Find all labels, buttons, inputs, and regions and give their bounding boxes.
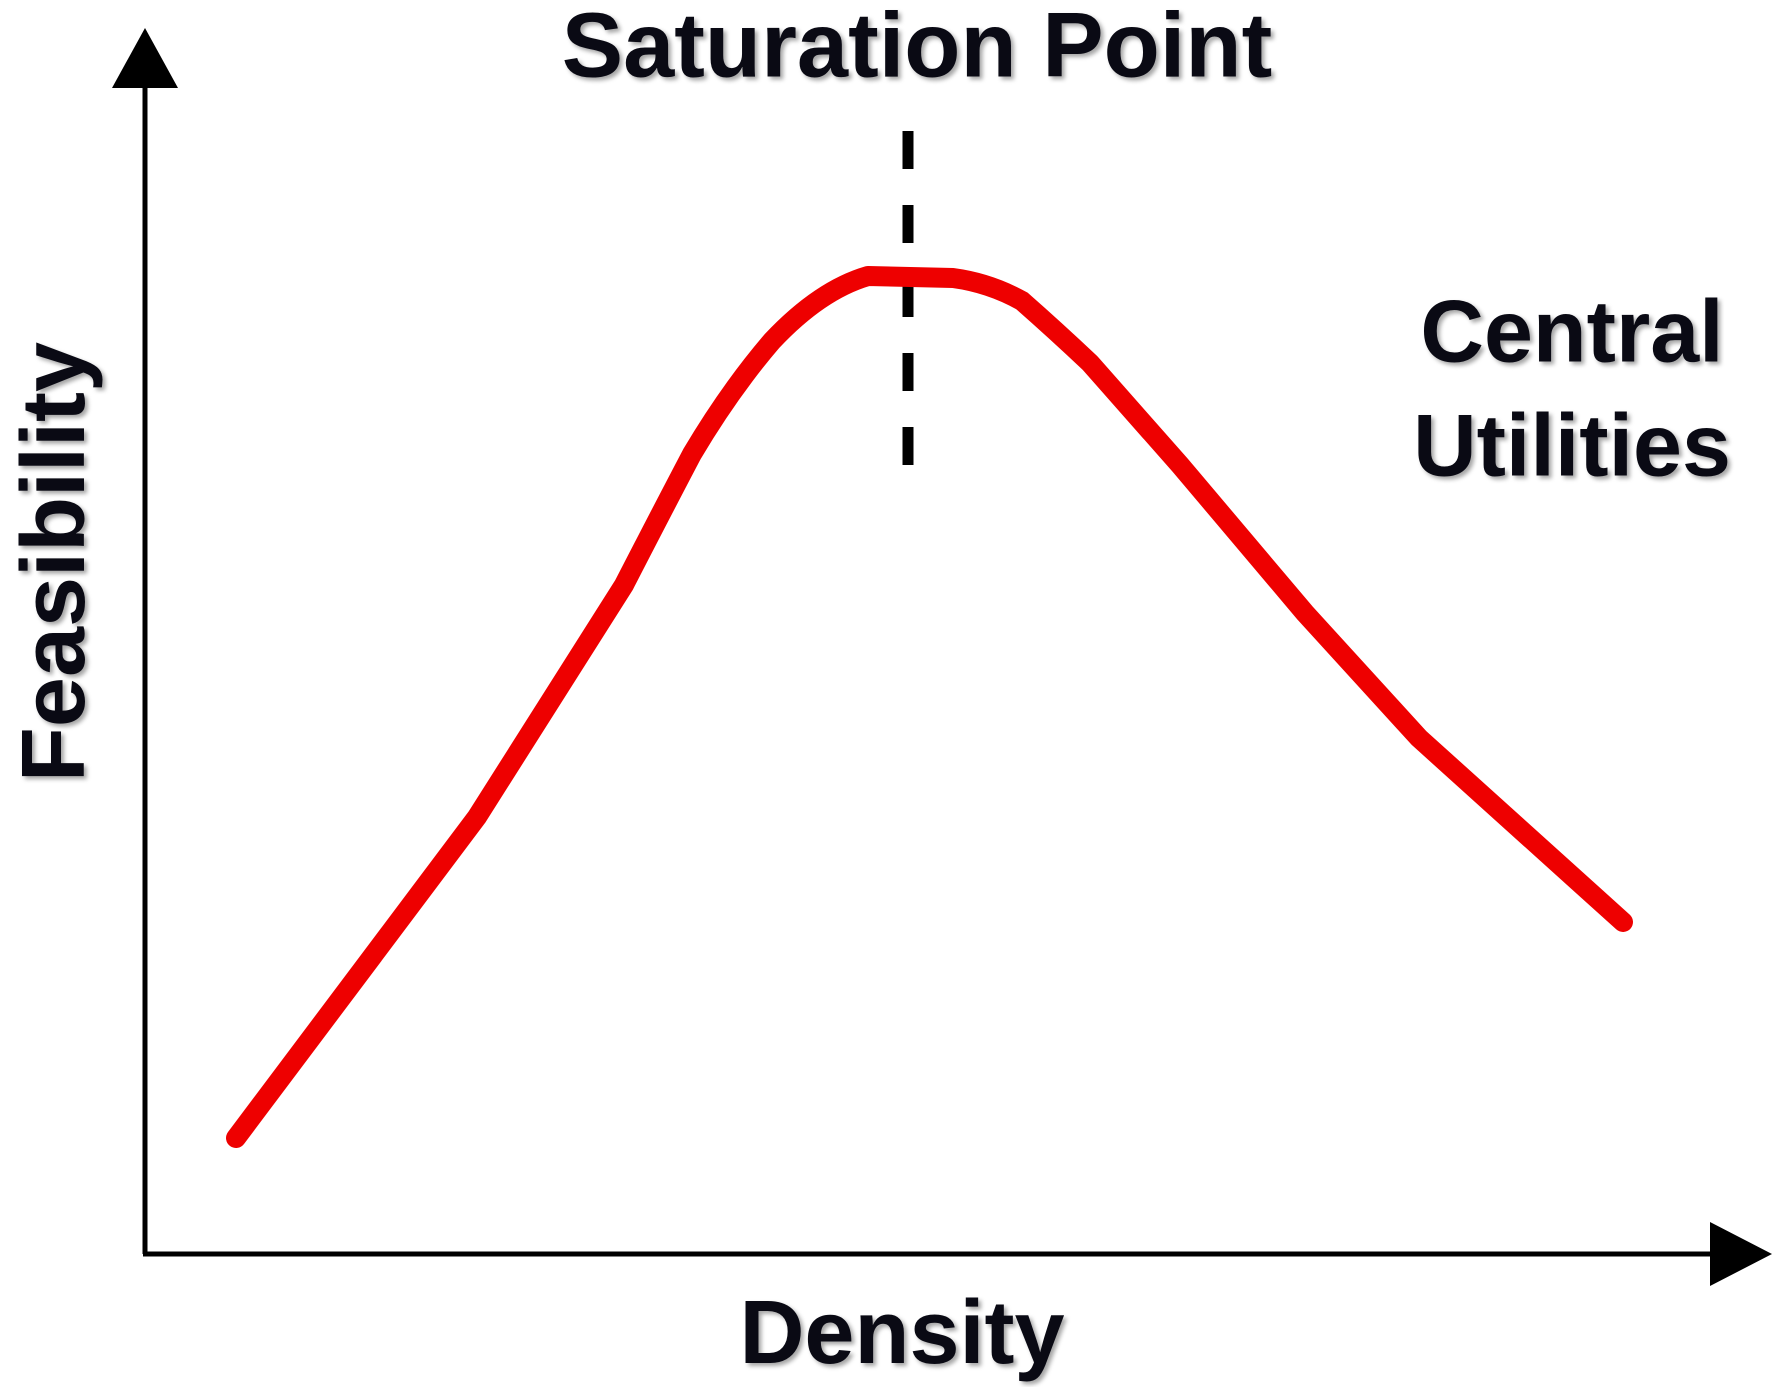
feasibility-curve xyxy=(226,266,1633,1148)
annotation-line: Utilities xyxy=(1413,395,1731,494)
y-axis-arrow xyxy=(112,28,178,88)
x-axis-arrow xyxy=(1710,1222,1772,1286)
y-axis-label: Feasibility xyxy=(4,342,104,782)
annotation-line: Central xyxy=(1420,281,1723,380)
x-axis-label: Density xyxy=(739,1283,1064,1383)
labels: Saturation Point Central Utilities Densi… xyxy=(4,0,1731,1383)
title: Saturation Point xyxy=(562,0,1272,96)
